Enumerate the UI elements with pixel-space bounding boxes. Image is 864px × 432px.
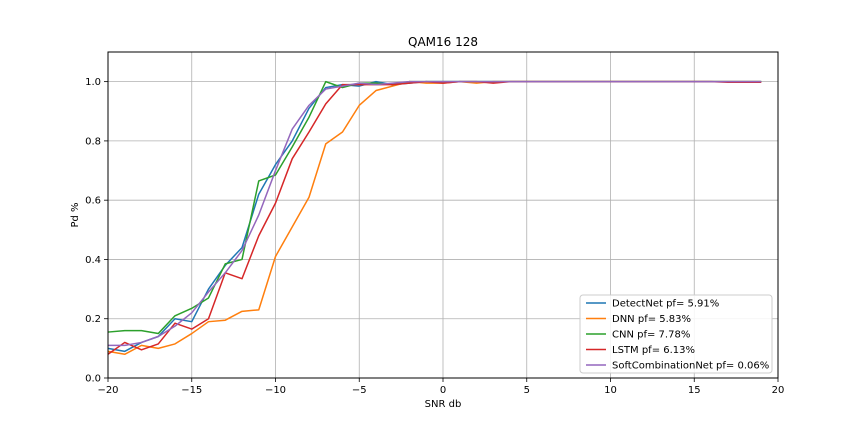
x-tick-label: −15	[181, 385, 202, 396]
x-tick-label: 10	[604, 385, 617, 396]
series-line-4	[108, 80, 762, 347]
ticks: −20 −15 −10 −5 0 5 10 15 20 0.0 0.2 0.4 0.6 0.8 1.0	[85, 77, 784, 396]
legend: DetectNet pf= 5.91% DNN pf= 5.83% CNN pf= …	[579, 294, 773, 374]
x-tick-label: −20	[97, 385, 118, 396]
chart-title: QAM16 128	[408, 35, 478, 49]
y-tick-label: 0.0	[85, 374, 101, 385]
x-tick-label: 0	[440, 385, 446, 396]
legend-label: DNN pf= 5.83%	[612, 314, 691, 325]
legend-label: CNN pf= 7.78%	[612, 330, 690, 341]
y-axis-label: Pd %	[70, 202, 81, 227]
y-tick-label: 0.2	[85, 314, 101, 325]
x-axis-label: SNR db	[425, 399, 462, 410]
x-tick-label: 20	[772, 385, 785, 396]
y-tick-label: 0.6	[85, 196, 101, 207]
y-tick-label: 1.0	[85, 77, 101, 88]
y-tick-label: 0.8	[85, 136, 101, 147]
legend-box	[579, 294, 773, 374]
legend-label: SoftCombinationNet pf= 0.06%	[612, 361, 769, 372]
legend-label: DetectNet pf= 5.91%	[612, 299, 719, 310]
x-tick-label: −10	[265, 385, 286, 396]
legend-label: LSTM pf= 6.13%	[612, 345, 695, 356]
x-tick-label: 15	[688, 385, 701, 396]
x-tick-label: 5	[524, 385, 530, 396]
y-tick-label: 0.4	[85, 255, 101, 266]
x-tick-label: −5	[352, 385, 367, 396]
series-lines	[107, 80, 762, 356]
